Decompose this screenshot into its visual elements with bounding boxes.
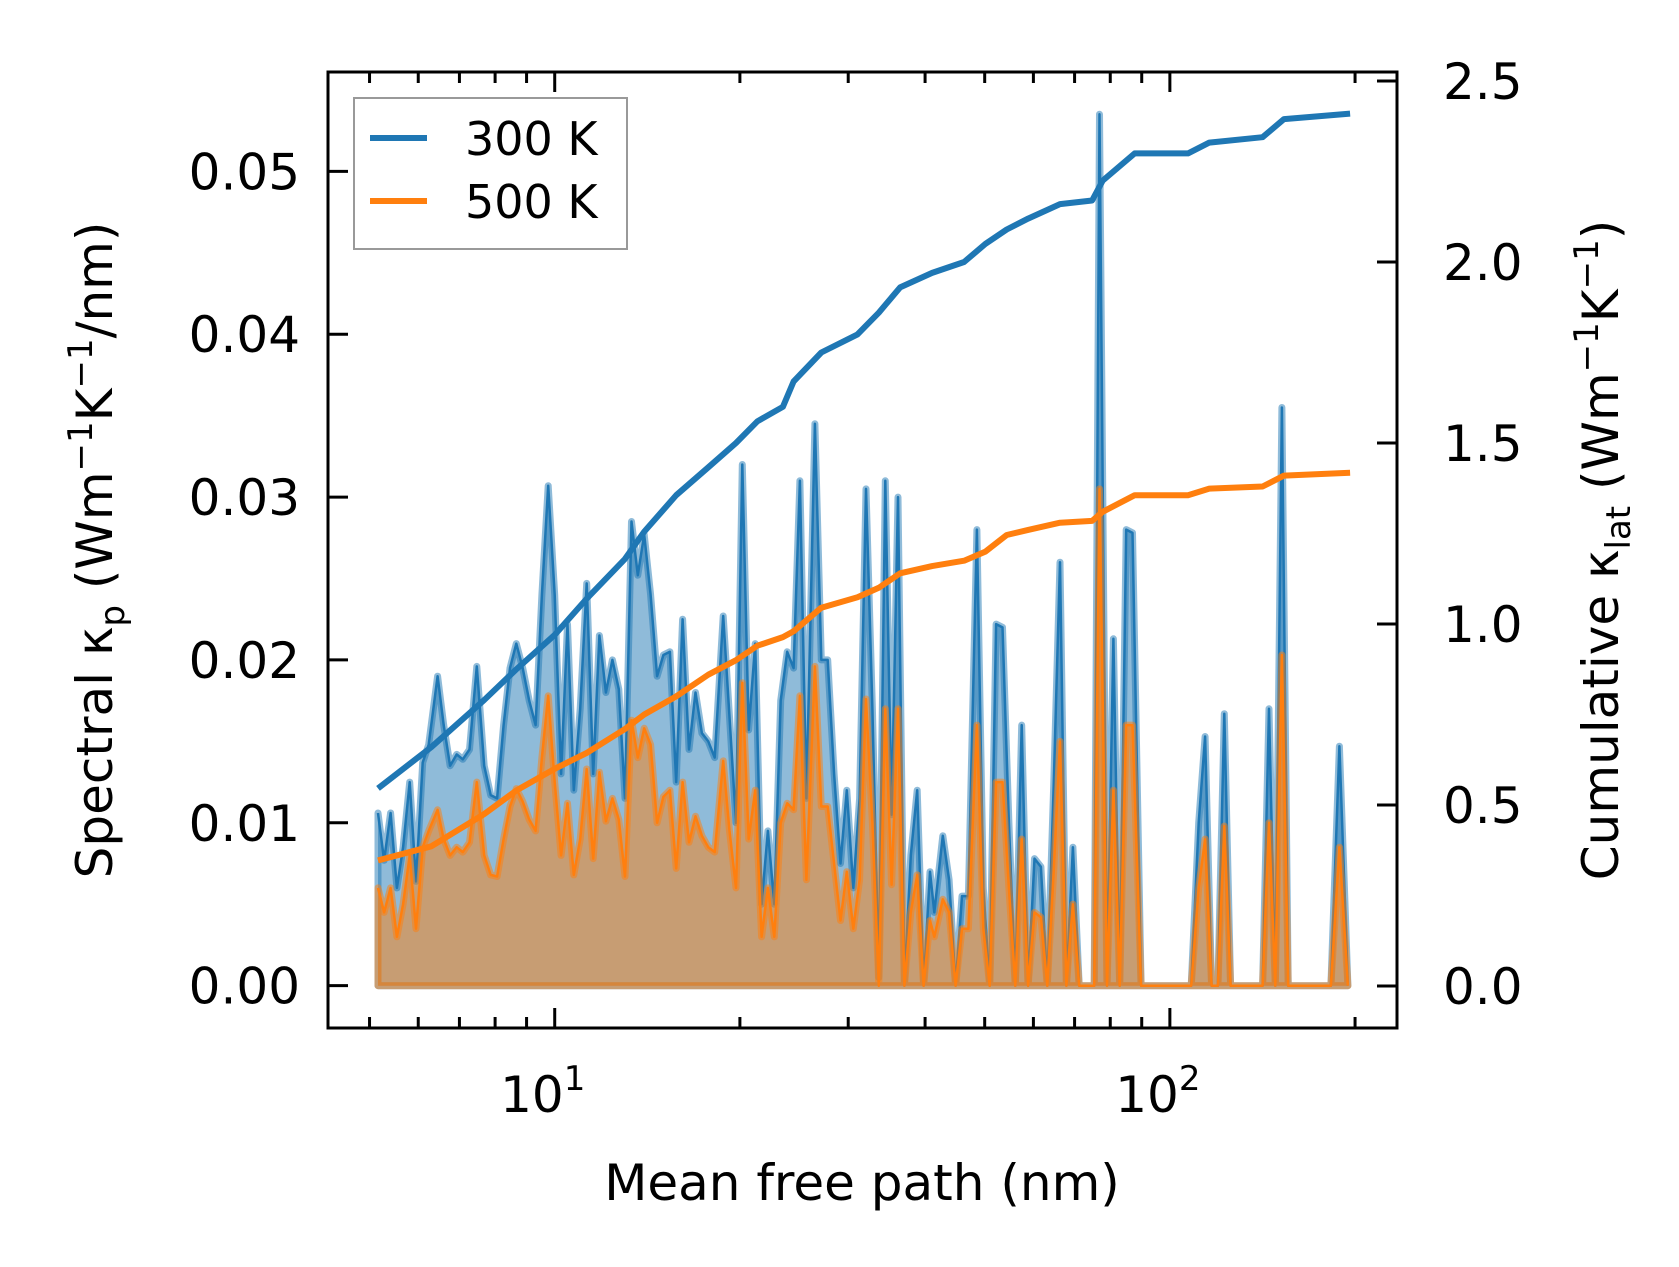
label-text: Spectral κ <box>66 627 124 879</box>
label-text: Cumulative κ <box>1572 549 1630 880</box>
legend: 300 K 500 K <box>353 97 628 250</box>
label-text: /nm) <box>66 222 124 339</box>
y-left-tick-label: 0.01 <box>189 795 300 853</box>
label-superscript: −1 <box>61 338 101 388</box>
y-right-tick-label: 2.0 <box>1443 234 1523 292</box>
y-axis-right-label: Cumulative κlat​ (Wm−1​K−1​) <box>1567 220 1639 880</box>
label-text: (Wm <box>66 471 124 605</box>
y-axis-left-label: Spectral κp​ (Wm−1​K−1​/nm) <box>61 222 133 879</box>
x-tick-label: 102 <box>1115 1059 1200 1124</box>
y-left-tick-label: 0.05 <box>189 143 300 201</box>
label-superscript: −1 <box>1567 322 1607 372</box>
spectral-line-300k <box>376 113 1350 987</box>
x-tick-label-exponent: 1 <box>564 1059 586 1099</box>
cumulative-lines <box>376 110 1351 864</box>
spectral-fills <box>374 110 1352 990</box>
legend-label-300k: 300 K <box>465 112 599 166</box>
label-superscript: −1 <box>1567 239 1607 289</box>
label-text: (Wm <box>1572 372 1630 506</box>
cumulative-line-500k <box>377 469 1351 864</box>
axis-ticks <box>328 72 1397 1028</box>
legend-box <box>353 97 628 250</box>
plot-frame <box>326 70 1399 1030</box>
x-tick-label-base: 10 <box>1115 1066 1179 1124</box>
y-left-tick-label: 0.02 <box>189 632 300 690</box>
y-right-tick-label: 1.0 <box>1443 596 1523 654</box>
label-subscript: lat <box>1599 506 1639 550</box>
y-right-tick-label: 0.0 <box>1443 958 1523 1016</box>
x-tick-label-base: 10 <box>500 1066 564 1124</box>
y-left-tick-label: 0.00 <box>189 958 300 1016</box>
x-tick-label-exponent: 2 <box>1179 1059 1201 1099</box>
y-left-tick-label: 0.03 <box>189 469 300 527</box>
y-right-tick-label: 2.5 <box>1443 53 1523 111</box>
y-right-tick-label: 0.5 <box>1443 777 1523 835</box>
label-text: K <box>66 387 124 421</box>
y-left-tick-label: 0.04 <box>189 306 300 364</box>
spectral-line-500k <box>376 487 1350 987</box>
legend-label-500k: 500 K <box>465 175 599 229</box>
label-subscript: p <box>93 605 133 627</box>
y-right-tick-label: 1.5 <box>1443 415 1523 473</box>
x-axis-label: Mean free path (nm) <box>604 1154 1120 1212</box>
x-tick-label: 101 <box>500 1059 585 1124</box>
label-superscript: −1 <box>61 421 101 471</box>
tick-labels: 101 1020.000.010.020.030.040.050.00.51.01… <box>189 53 1523 1124</box>
label-text: ) <box>1572 220 1630 240</box>
label-text: K <box>1572 288 1630 322</box>
cumulative-line-300k <box>376 110 1351 791</box>
